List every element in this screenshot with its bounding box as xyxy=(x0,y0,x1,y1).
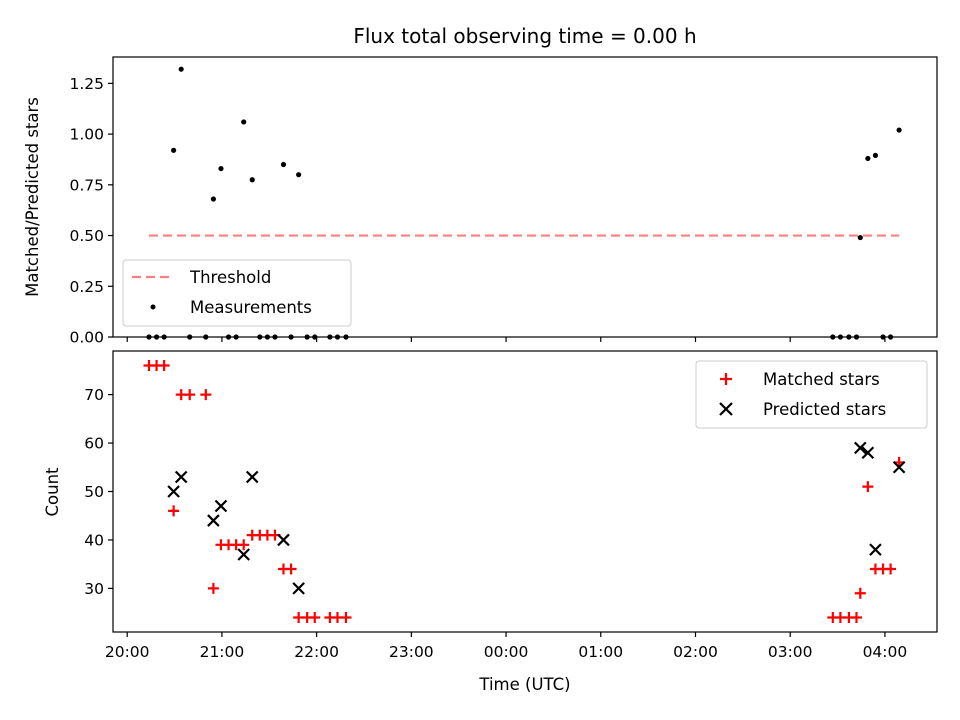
bottom-y-tick-label: 70 xyxy=(84,386,104,404)
top-y-tick-label: 0.50 xyxy=(69,227,104,245)
matched-star-point xyxy=(885,563,897,575)
bottom-y-axis-label: Count xyxy=(43,467,62,517)
measurement-point xyxy=(296,172,302,178)
top-y-tick-label: 0.00 xyxy=(69,329,104,347)
predicted-stars-points xyxy=(167,441,906,595)
x-tick-label: 23:00 xyxy=(389,643,434,661)
matched-star-point xyxy=(285,563,297,575)
predicted-star-point xyxy=(214,499,228,513)
bottom-legend-box xyxy=(695,360,928,429)
predicted-star-point xyxy=(892,460,906,474)
measurement-point xyxy=(872,152,879,159)
matched-star-point xyxy=(862,481,874,493)
measurement-point xyxy=(218,165,224,172)
predicted-star-point xyxy=(167,485,180,498)
bottom-x-axis-ticks: 20:00 21:00 22:00 23:00 00:00 01:00 02:00 03:00… xyxy=(105,632,907,661)
predicted-star-point xyxy=(277,533,290,547)
x-tick-label: 04:00 xyxy=(863,643,908,661)
measurement-point xyxy=(178,66,184,72)
bottom-y-tick-label: 30 xyxy=(84,580,104,598)
top-plot-frame xyxy=(112,56,938,338)
top-y-tick-label: 0.25 xyxy=(69,278,104,296)
x-tick-label: 00:00 xyxy=(484,643,529,661)
legend-measurements-swatch xyxy=(150,304,156,310)
top-x-axis-ticks xyxy=(126,337,886,342)
predicted-star-point xyxy=(237,548,250,561)
predicted-star-point xyxy=(207,514,220,527)
top-y-axis-ticks: 0.00 0.25 0.50 0.75 1.00 1.25 xyxy=(69,75,113,347)
bottom-y-tick-label: 40 xyxy=(84,531,104,549)
legend-matched-swatch xyxy=(720,373,732,385)
measurement-point xyxy=(896,127,902,133)
measurement-point xyxy=(249,177,255,183)
matched-stars-points xyxy=(143,360,905,623)
bottom-y-tick-label: 60 xyxy=(84,435,104,453)
legend-predicted-label: Predicted stars xyxy=(763,400,886,419)
bottom-legend: Matched stars Predicted stars xyxy=(695,360,928,429)
top-y-tick-label: 1.00 xyxy=(69,126,104,144)
x-tick-label: 21:00 xyxy=(200,643,245,661)
x-tick-label: 02:00 xyxy=(673,643,718,661)
predicted-star-point xyxy=(861,446,875,460)
measurement-point xyxy=(171,147,177,153)
predicted-star-point xyxy=(174,470,188,484)
measurement-point xyxy=(865,155,871,162)
top-legend-box xyxy=(122,259,352,327)
predicted-star-point xyxy=(854,441,867,455)
predicted-star-point xyxy=(869,543,882,556)
measurement-point xyxy=(241,119,247,125)
matched-star-point xyxy=(168,505,180,517)
x-tick-label: 22:00 xyxy=(294,643,339,661)
x-tick-label: 20:00 xyxy=(105,643,150,661)
legend-predicted-swatch xyxy=(719,402,733,416)
matched-star-point xyxy=(854,587,866,599)
legend-threshold-label: Threshold xyxy=(189,268,271,287)
x-tick-label: 01:00 xyxy=(578,643,623,661)
x-tick-label: 03:00 xyxy=(768,643,813,661)
matched-star-point xyxy=(200,389,212,401)
x-axis-label: Time (UTC) xyxy=(478,675,570,694)
top-legend: Threshold Measurements xyxy=(122,259,352,327)
measurement-point xyxy=(857,234,863,241)
top-panel: 0.00 0.25 0.50 0.75 1.00 1.25 Matched/Predict… xyxy=(23,56,938,347)
predicted-star-point xyxy=(292,582,305,595)
matched-star-point xyxy=(207,582,219,594)
matched-star-point xyxy=(309,611,321,623)
bottom-y-tick-label: 50 xyxy=(84,483,104,501)
bottom-panel: 30 40 50 60 70 20:00 21:00 22:00 23:00 00:00 01:0… xyxy=(43,350,938,694)
matched-star-point xyxy=(238,539,250,551)
legend-measurements-label: Measurements xyxy=(190,298,312,317)
measurement-point xyxy=(210,196,216,202)
matched-star-point xyxy=(158,360,170,372)
measurement-point xyxy=(280,161,287,168)
matched-star-point xyxy=(340,611,352,623)
bottom-y-axis-ticks: 30 40 50 60 70 xyxy=(84,386,113,598)
matched-star-point xyxy=(184,389,196,401)
predicted-star-point xyxy=(245,470,259,484)
top-y-tick-label: 0.75 xyxy=(69,176,104,194)
legend-matched-label: Matched stars xyxy=(763,370,880,389)
top-y-axis-label: Matched/Predicted stars xyxy=(23,97,42,297)
chart-title: Flux total observing time = 0.00 h xyxy=(353,24,696,48)
top-y-tick-label: 1.25 xyxy=(69,75,104,93)
matched-star-point xyxy=(850,611,862,623)
